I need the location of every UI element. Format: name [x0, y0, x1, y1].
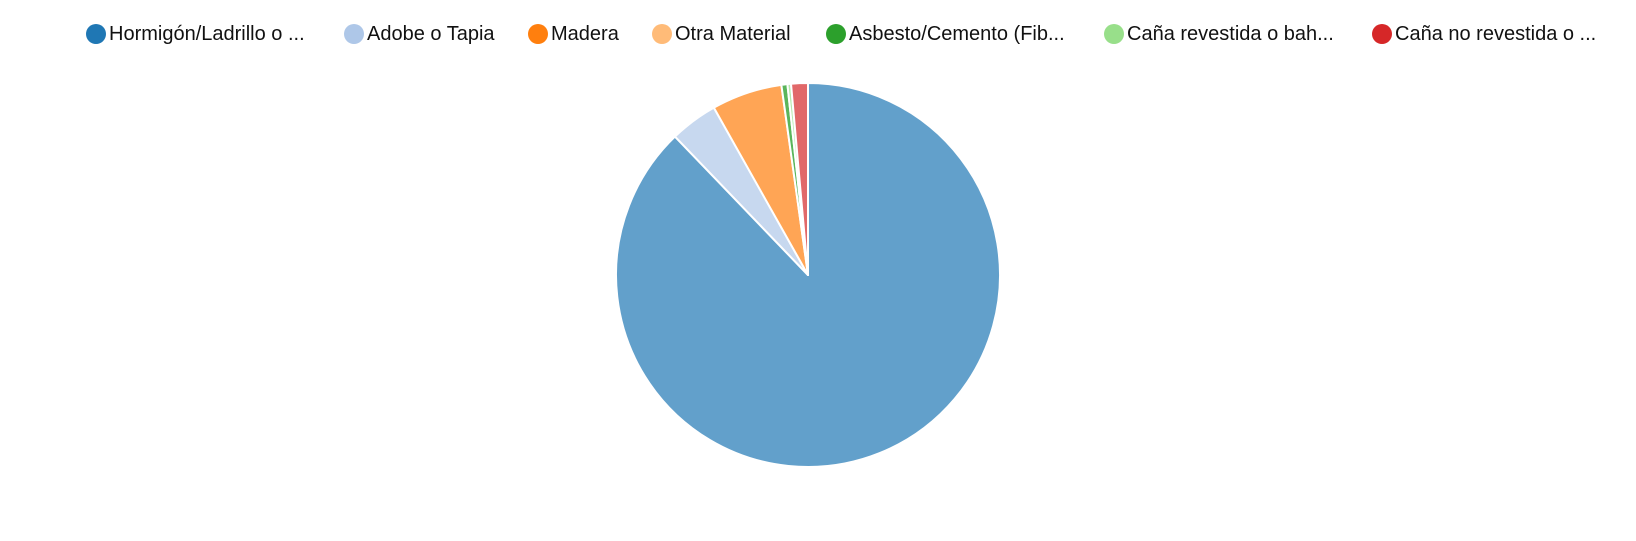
legend-item[interactable]: Otra Material	[652, 20, 791, 48]
legend-item[interactable]: Asbesto/Cemento (Fib...	[826, 20, 1065, 48]
pie-slices	[615, 81, 1001, 468]
chart-legend: Hormigón/Ladrillo o ... Adobe o Tapia Made…	[0, 20, 1636, 48]
legend-swatch	[652, 24, 672, 44]
legend-label: Madera	[551, 22, 619, 45]
legend-item[interactable]: Madera	[528, 20, 619, 48]
legend-label: Caña no revestida o ...	[1395, 22, 1597, 45]
legend-item[interactable]: Caña no revestida o ...	[1372, 20, 1596, 48]
legend-label: Hormigón/Ladrillo o ...	[109, 22, 305, 45]
pie-slice[interactable]	[790, 81, 809, 276]
legend-label: Otra Material	[675, 22, 791, 45]
legend-label: Asbesto/Cemento (Fib...	[849, 22, 1065, 45]
legend-item[interactable]: Adobe o Tapia	[344, 20, 495, 48]
legend-swatch	[86, 24, 106, 44]
legend-label: Caña revestida o bah...	[1127, 22, 1334, 45]
legend-swatch	[826, 24, 846, 44]
legend-label: Adobe o Tapia	[367, 22, 495, 45]
legend-swatch	[528, 24, 548, 44]
legend-item[interactable]: Caña revestida o bah...	[1104, 20, 1334, 48]
legend-swatch	[1104, 24, 1124, 44]
legend-item[interactable]: Hormigón/Ladrillo o ...	[86, 20, 305, 48]
legend-swatch	[344, 24, 364, 44]
legend-swatch	[1372, 24, 1392, 44]
